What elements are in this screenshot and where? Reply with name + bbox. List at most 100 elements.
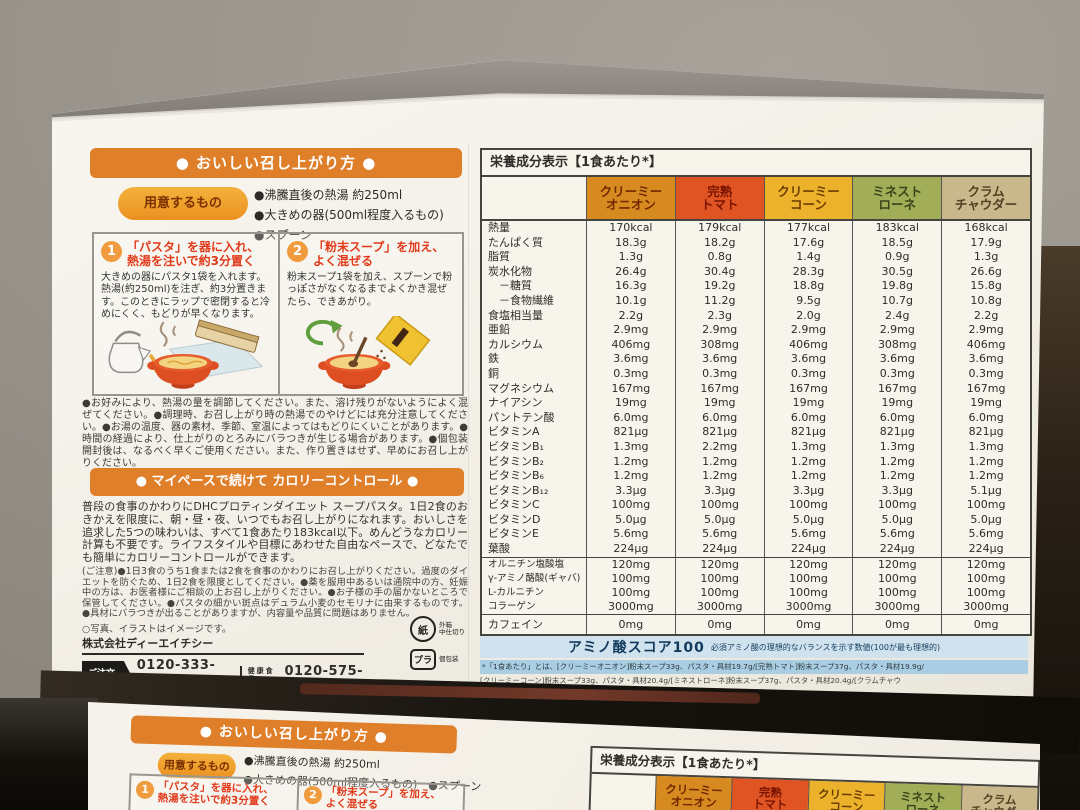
step-2-number: 2 bbox=[303, 785, 323, 805]
nutrient-value: 17.6g bbox=[763, 235, 853, 251]
nutrient-value: 406mg bbox=[941, 337, 1030, 353]
nutrient-value: 100mg bbox=[941, 498, 1030, 513]
nutrient-value: 5.6mg bbox=[763, 527, 853, 543]
nutrition-row: ビタミンB₁ 1.3mg 2.2mg 1.3mg 1.3mg 1.3mg bbox=[482, 439, 1030, 455]
nutrient-value: 120mg bbox=[674, 557, 764, 572]
flavor-column-header: クラム チャウダー bbox=[959, 785, 1038, 810]
nutrient-value: 821μg bbox=[941, 425, 1030, 440]
nutrient-value: 1.2mg bbox=[674, 454, 764, 470]
nutrient-label: カルシウム bbox=[488, 337, 543, 351]
company-name: 株式会社ディーエイチシー bbox=[82, 635, 364, 655]
nutrient-value: 1.2mg bbox=[586, 469, 675, 484]
nutrient-value: 3.6mg bbox=[674, 352, 764, 367]
nutrient-value: 19mg bbox=[674, 396, 764, 411]
nutrient-value: 1.2mg bbox=[763, 469, 853, 484]
amino-score-subtitle: 必須アミノ酸の理想的なバランスを示す数値(100が最も理想的) bbox=[710, 642, 941, 652]
nutrient-label: 銅 bbox=[488, 366, 499, 380]
nutrient-value: 3.3μg bbox=[674, 483, 764, 499]
step-2-number: 2 bbox=[287, 241, 308, 262]
nutrient-value: 2.9mg bbox=[852, 323, 941, 338]
nutrient-label: ビタミンB₂ bbox=[488, 454, 544, 468]
nutrient-label: 食塩相当量 bbox=[488, 308, 543, 322]
prepare-items: ●沸騰直後の熱湯 約250ml ●大きめの器(500ml程度入るもの) ●スプー… bbox=[254, 185, 466, 245]
nutrient-value: 100mg bbox=[674, 585, 764, 600]
footnote-line-1: *「1食あたり」とは、[クリーミーオニオン]粉末スープ33g、パスタ・具材19.… bbox=[480, 660, 1028, 674]
recycle-paper-row: 紙 外箱 中仕切り bbox=[410, 616, 465, 642]
nutrient-value: 2.3g bbox=[674, 308, 764, 324]
nutrient-value: 2.9mg bbox=[763, 323, 853, 338]
nutrient-value: 3.3μg bbox=[586, 483, 675, 499]
nutrient-value: 100mg bbox=[586, 585, 675, 600]
nutrient-value: 0mg bbox=[586, 614, 675, 634]
flavor-column-header: クリーミー コーン bbox=[807, 780, 885, 810]
nutrient-label: 熱量 bbox=[488, 221, 510, 234]
calorie-control-body: 普段の食事のかわりにDHCプロティンダイエット スープパスタ。1日2食のおきかえ… bbox=[82, 500, 468, 565]
nutrient-value: 26.6g bbox=[941, 264, 1030, 280]
nutrient-value: 19.2g bbox=[674, 279, 764, 294]
nutrition-row: γ-アミノ酪酸(ギャバ) 100mg 100mg 100mg 100mg 100mg bbox=[482, 571, 1030, 586]
prepare-item: ●大きめの器(500ml程度入るもの) ●スプーン bbox=[254, 208, 456, 242]
nutrition-row: 亜鉛 2.9mg 2.9mg 2.9mg 2.9mg 2.9mg bbox=[482, 323, 1030, 338]
nutrient-value: 100mg bbox=[674, 571, 764, 586]
nutrient-label: ビタミンB₁ bbox=[488, 439, 544, 453]
nutrient-value: 100mg bbox=[763, 571, 853, 586]
nutrient-label: L-カルニチン bbox=[488, 586, 545, 598]
nutrient-value: 3.6mg bbox=[763, 352, 853, 367]
step-1-number: 1 bbox=[135, 780, 155, 800]
flavor-column-header: ミネスト ローネ bbox=[883, 783, 962, 810]
nutrient-value: 3.6mg bbox=[586, 352, 675, 367]
recycle-paper-icon: 紙 bbox=[410, 616, 436, 642]
nutrient-value: 100mg bbox=[763, 498, 853, 513]
nutrition-row: 食塩相当量 2.2g 2.3g 2.0g 2.4g 2.2g bbox=[482, 308, 1030, 324]
nutrient-value: 100mg bbox=[852, 585, 941, 600]
nutrition-row: ビタミンC 100mg 100mg 100mg 100mg 100mg bbox=[482, 498, 1030, 513]
nutrition-title: 栄養成分表示【1食あたり*】 bbox=[482, 150, 1030, 177]
nutrient-value: 308mg bbox=[852, 337, 941, 353]
nutrient-value: 0.8g bbox=[674, 250, 764, 265]
nutrient-value: 5.0μg bbox=[674, 512, 764, 528]
nutrient-label: ビタミンE bbox=[488, 527, 539, 541]
steps-box: 1 「パスタ」を器に入れ、 熱湯を注いで約3分置く 大きめの器にパスタ1袋を入れ… bbox=[92, 232, 464, 396]
nutrient-value: 30.5g bbox=[852, 264, 941, 280]
nutrient-value: 5.0μg bbox=[586, 512, 675, 528]
nutrient-value: 16.3g bbox=[586, 279, 675, 294]
footnote-line-2: [クリーミーコーン]粉末スープ33g、パスタ・具材20.4g/[ミネストローネ]… bbox=[480, 676, 901, 685]
recycle-marks: 紙 外箱 中仕切り プラ 個包装 bbox=[410, 616, 465, 670]
nutrient-value: 3000mg bbox=[763, 599, 853, 614]
recycle-plastic-icon: プラ bbox=[410, 649, 436, 670]
nutrient-value: 0.9g bbox=[852, 250, 941, 265]
usage-notes: ●お好みにより、熱湯の量を調節してください。また、溶け残りがないようによく混ぜて… bbox=[82, 398, 469, 469]
nutrition-row: ナイアシン 19mg 19mg 19mg 19mg 19mg bbox=[482, 396, 1030, 411]
nutrient-value: 821μg bbox=[586, 425, 675, 440]
nutrient-value: 18.2g bbox=[674, 235, 764, 251]
nutrient-value: 5.1μg bbox=[941, 483, 1030, 499]
nutrient-value: 168kcal bbox=[941, 221, 1030, 236]
nutrient-value: 0.3mg bbox=[763, 366, 853, 382]
nutrient-value: 224μg bbox=[763, 542, 853, 557]
nutrition-header-row: クリーミー オニオン 完熟 トマト クリーミー コーン ミネスト ローネ クラム チャウ… bbox=[482, 177, 1030, 221]
nutrient-value: 19mg bbox=[852, 396, 941, 411]
nutrient-value: 6.0mg bbox=[763, 410, 853, 426]
nutrient-value: 3.3μg bbox=[852, 483, 941, 499]
nutrient-value: 6.0mg bbox=[586, 410, 675, 426]
step-1-title: 「パスタ」を器に入れ、 熱湯を注いで約3分置く bbox=[157, 780, 274, 808]
nutrient-value: 19mg bbox=[763, 396, 853, 411]
nutrient-label: 鉄 bbox=[488, 352, 499, 366]
nutrient-value: 3000mg bbox=[674, 599, 764, 614]
step-2-title: 「粉末スープ」を加え、 よく混ぜる bbox=[325, 785, 442, 810]
nutrient-value: 0mg bbox=[852, 614, 941, 634]
nutrient-label: ナイアシン bbox=[488, 396, 543, 410]
serving-instructions-header: ● おいしい召し上がり方 ● bbox=[90, 148, 462, 178]
nutrient-value: 100mg bbox=[852, 571, 941, 586]
nutrient-value: 1.2mg bbox=[852, 469, 941, 484]
nutrient-value: 224μg bbox=[674, 542, 764, 557]
recycle-plastic-note: 個包装 bbox=[439, 654, 459, 663]
step-2-body: 粉末スープ1袋を加え、スプーンで粉っぽさがなくなるまでよくかき混ぜたら、できあが… bbox=[287, 272, 453, 308]
nutrient-value: 6.0mg bbox=[852, 410, 941, 426]
nutrition-row: コラーゲン 3000mg 3000mg 3000mg 3000mg 3000mg bbox=[482, 599, 1030, 614]
nutrition-row: －糖質 16.3g 19.2g 18.8g 19.8g 15.8g bbox=[482, 279, 1030, 294]
nutrition-row: －食物繊維 10.1g 11.2g 9.5g 10.7g 10.8g bbox=[482, 293, 1030, 309]
nutrient-value: 0.3mg bbox=[586, 366, 675, 382]
nutrient-value: 224μg bbox=[586, 542, 675, 557]
flavor-column-header: クリーミー コーン bbox=[763, 177, 853, 219]
